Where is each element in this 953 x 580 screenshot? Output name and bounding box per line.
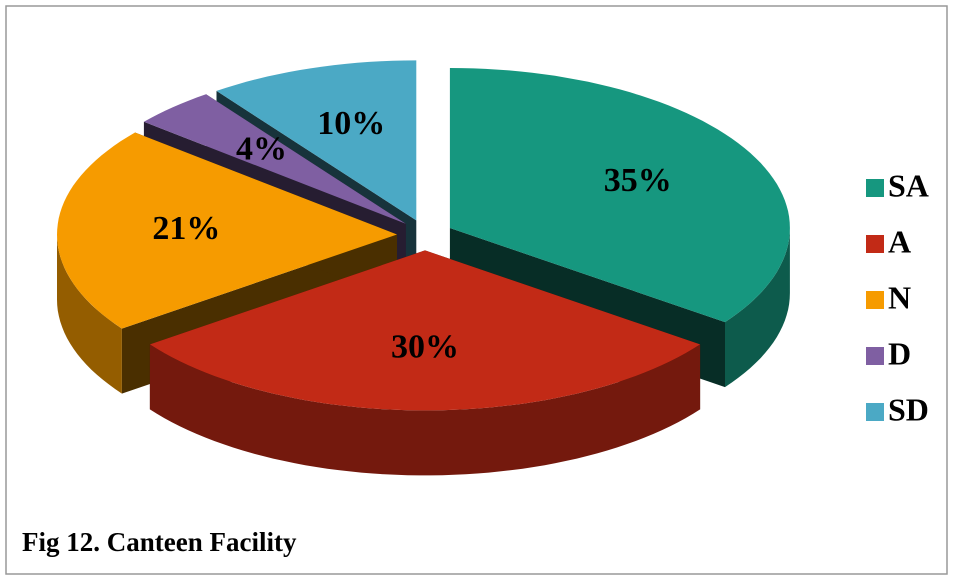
legend-swatch	[866, 291, 884, 309]
slice	[143, 94, 406, 224]
legend-swatch	[866, 403, 884, 421]
data-label: 21%	[152, 210, 220, 247]
slice-wall	[149, 344, 701, 476]
data-label: 4%	[236, 130, 287, 167]
slice	[216, 60, 417, 221]
slice-wall	[57, 234, 122, 394]
legend-swatch	[866, 347, 884, 365]
legend-label: N	[888, 279, 911, 315]
slice	[57, 132, 397, 329]
legend-swatch	[866, 235, 884, 253]
slice	[149, 250, 701, 411]
legend-label: SD	[888, 391, 929, 427]
data-label: 35%	[604, 162, 672, 199]
data-label: 30%	[391, 328, 459, 365]
slice	[449, 68, 790, 323]
legend-swatch	[866, 179, 884, 197]
legend-label: A	[888, 223, 911, 259]
data-label: 10%	[317, 105, 385, 142]
chart-title: Fig 12. Canteen Facility	[22, 527, 297, 557]
legend-label: D	[888, 335, 911, 371]
slice-wall	[725, 228, 790, 388]
legend-label: SA	[888, 167, 929, 203]
